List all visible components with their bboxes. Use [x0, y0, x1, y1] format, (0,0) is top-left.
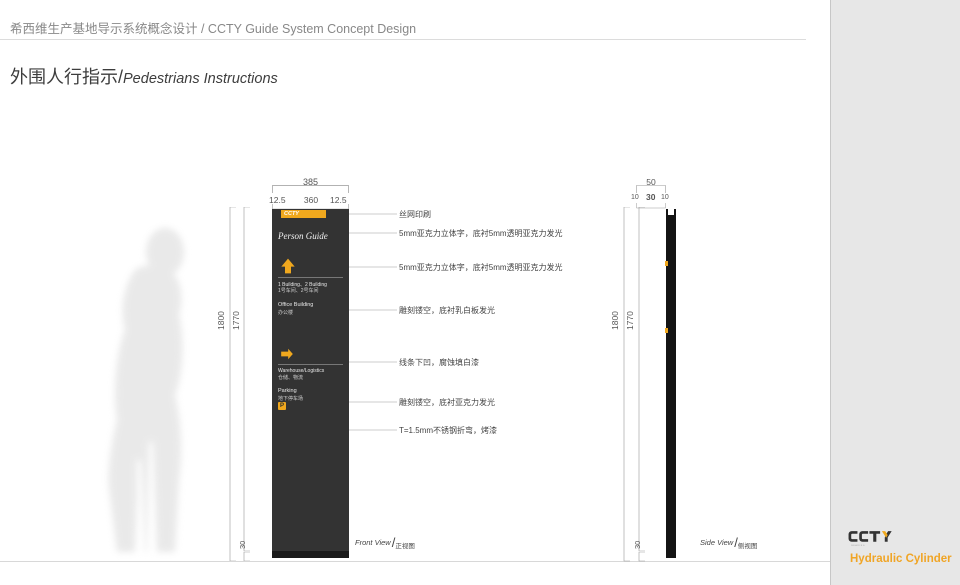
svg-text:BEARING: BEARING	[851, 544, 865, 547]
